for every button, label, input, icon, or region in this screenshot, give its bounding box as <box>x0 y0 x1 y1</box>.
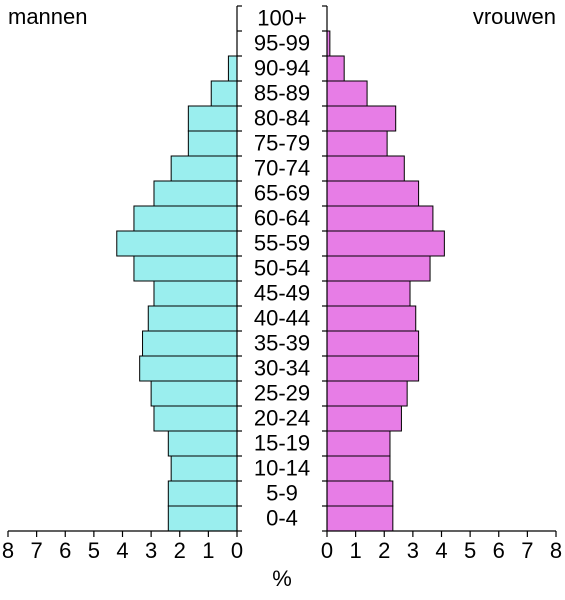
y-tick-label: 95-99 <box>254 30 310 55</box>
y-tick-label: 80-84 <box>254 105 310 130</box>
x-tick-label: 0 <box>231 538 243 563</box>
bar <box>326 455 391 482</box>
bar <box>326 180 420 207</box>
x-tick-label: 7 <box>521 538 533 563</box>
bar <box>187 130 238 157</box>
bar <box>167 505 238 532</box>
bar <box>116 230 238 257</box>
bar <box>147 305 238 332</box>
x-tick-label: 4 <box>435 538 447 563</box>
x-tick-label: 3 <box>145 538 157 563</box>
y-tick-label: 15-19 <box>254 430 310 455</box>
bar <box>326 355 420 382</box>
x-axis-label: % <box>272 566 292 591</box>
y-tick-label: 70-74 <box>254 155 310 180</box>
bar <box>170 455 238 482</box>
bar <box>142 330 238 357</box>
y-tick-label: 5-9 <box>266 480 298 505</box>
bar <box>326 130 388 157</box>
y-tick-label: 85-89 <box>254 80 310 105</box>
x-tick-label: 0 <box>321 538 333 563</box>
bar <box>227 55 238 82</box>
x-tick-label: 6 <box>493 538 505 563</box>
y-tick-label: 0-4 <box>266 505 298 530</box>
x-tick-label: 4 <box>116 538 128 563</box>
bar <box>133 205 238 232</box>
bar <box>326 55 345 82</box>
y-tick-label: 45-49 <box>254 280 310 305</box>
bar <box>153 405 238 432</box>
bar <box>326 105 397 132</box>
x-tick-label: 1 <box>202 538 214 563</box>
x-tick-label: 5 <box>464 538 476 563</box>
bar <box>326 255 431 282</box>
x-tick-label: 8 <box>550 538 562 563</box>
x-tick-label: 3 <box>407 538 419 563</box>
y-tick-label: 25-29 <box>254 380 310 405</box>
bar <box>326 205 434 232</box>
legend-right: vrouwen <box>473 4 556 29</box>
bar <box>133 255 238 282</box>
x-tick-label: 5 <box>88 538 100 563</box>
bar <box>139 355 238 382</box>
bar <box>326 480 394 507</box>
bar <box>326 305 417 332</box>
x-tick-label: 2 <box>378 538 390 563</box>
x-tick-label: 7 <box>31 538 43 563</box>
bar <box>326 155 405 182</box>
y-tick-label: 20-24 <box>254 405 310 430</box>
x-tick-label: 8 <box>2 538 14 563</box>
bar <box>187 105 238 132</box>
bar <box>153 280 238 307</box>
y-tick-label: 55-59 <box>254 230 310 255</box>
bar <box>153 180 238 207</box>
y-tick-label: 40-44 <box>254 305 310 330</box>
bar <box>326 380 408 407</box>
x-tick-label: 2 <box>174 538 186 563</box>
bar <box>326 280 411 307</box>
bar <box>150 380 238 407</box>
y-tick-label: 50-54 <box>254 255 310 280</box>
y-tick-label: 65-69 <box>254 180 310 205</box>
y-tick-label: 60-64 <box>254 205 310 230</box>
y-tick-label: 90-94 <box>254 55 310 80</box>
bar <box>326 505 394 532</box>
bar <box>326 430 391 457</box>
bar <box>326 405 402 432</box>
y-tick-label: 10-14 <box>254 455 310 480</box>
x-tick-label: 6 <box>59 538 71 563</box>
bar <box>326 230 445 257</box>
y-tick-label: 75-79 <box>254 130 310 155</box>
bar <box>170 155 238 182</box>
y-tick-label: 35-39 <box>254 330 310 355</box>
bar <box>326 330 420 357</box>
bar <box>210 80 238 107</box>
x-tick-label: 1 <box>350 538 362 563</box>
bar <box>326 80 368 107</box>
bar <box>167 480 238 507</box>
legend-left: mannen <box>8 4 88 29</box>
y-tick-label: 100+ <box>257 5 307 30</box>
bar <box>167 430 238 457</box>
y-tick-label: 30-34 <box>254 355 310 380</box>
